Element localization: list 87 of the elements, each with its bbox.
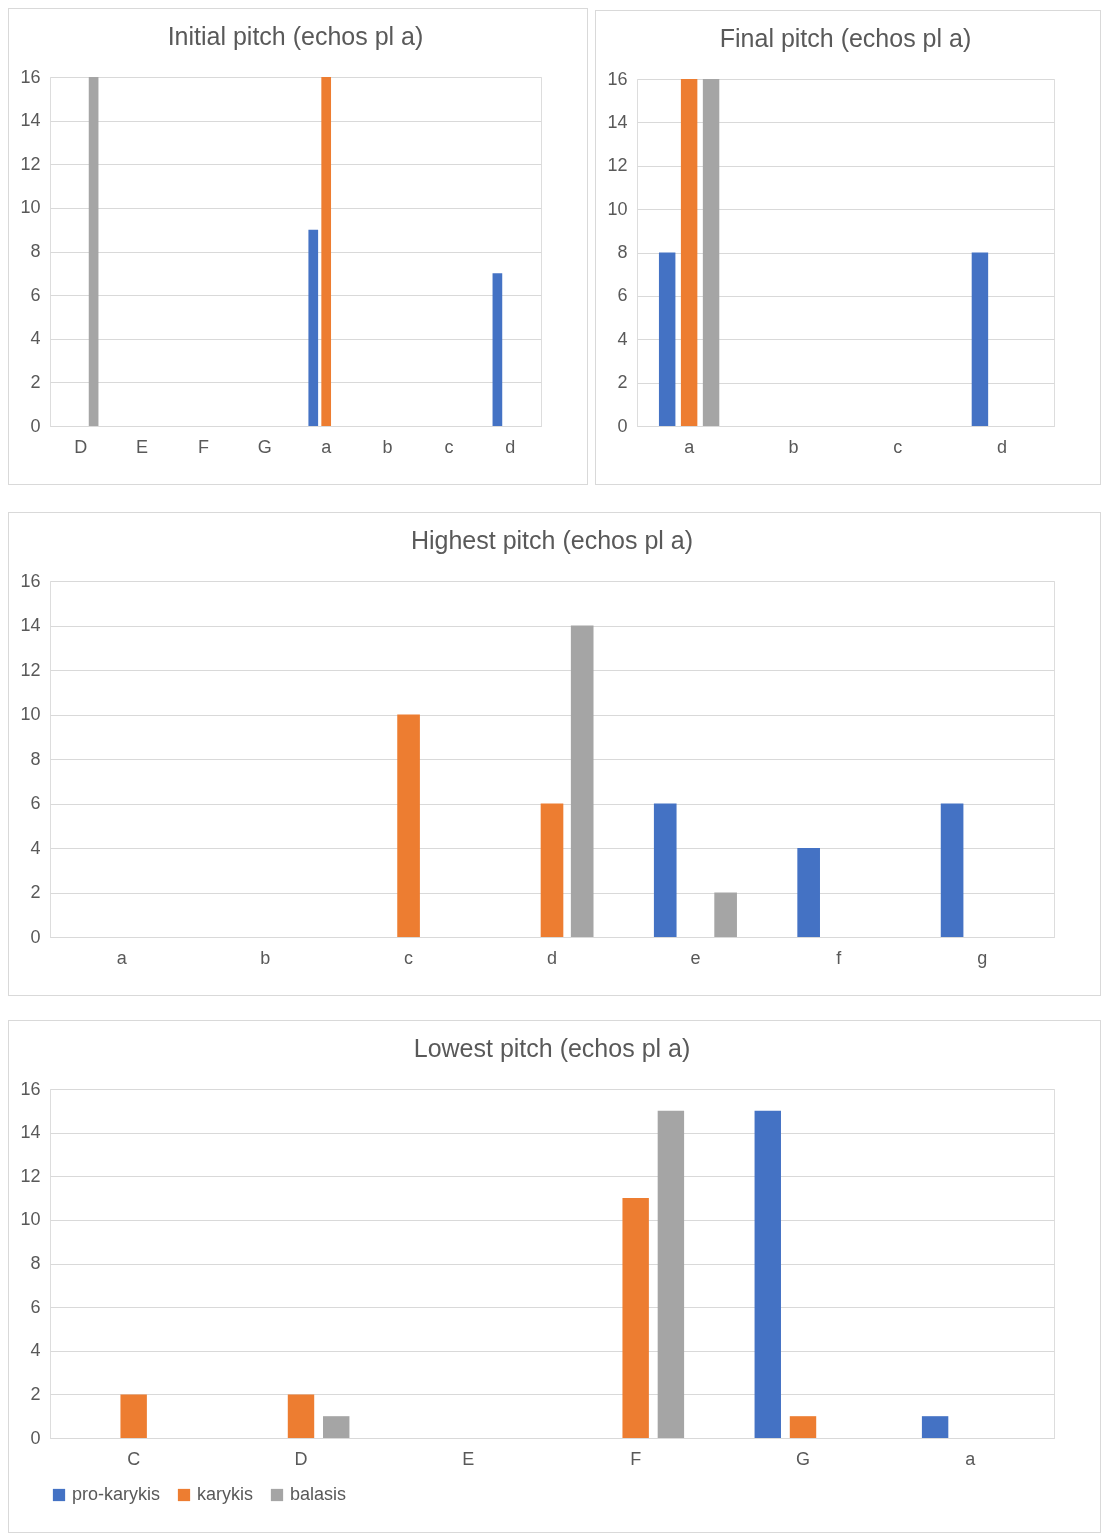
x-tick-label: a (684, 436, 696, 457)
legend-label: pro-karykis (72, 1484, 161, 1504)
y-tick-label: 4 (30, 1340, 41, 1361)
bar (88, 77, 99, 426)
x-tick-label: G (257, 436, 272, 457)
x-tick-label: a (321, 436, 333, 457)
y-tick-label: 16 (20, 1078, 41, 1099)
y-tick-label: 4 (617, 328, 628, 349)
y-tick-label: 12 (20, 659, 41, 680)
x-tick-label: d (505, 436, 516, 457)
x-tick-label: C (127, 1448, 141, 1469)
x-tick-label: a (116, 947, 128, 968)
bar (308, 229, 319, 426)
x-tick-label: b (260, 947, 271, 968)
y-tick-label: 2 (617, 372, 628, 393)
bar (797, 848, 820, 937)
y-tick-label: 14 (607, 111, 628, 132)
x-tick-label: D (74, 436, 88, 457)
legend-label: karykis (197, 1484, 254, 1504)
chart-title: Initial pitch (echos pl a) (167, 22, 424, 50)
bar (789, 1416, 817, 1438)
x-tick-label: d (996, 436, 1007, 457)
y-tick-label: 2 (30, 371, 41, 392)
y-tick-label: 2 (30, 1383, 41, 1404)
x-tick-label: d (546, 947, 558, 968)
y-tick-label: 8 (617, 242, 628, 262)
y-tick-label: 0 (30, 1427, 41, 1448)
y-tick-label: 8 (30, 241, 41, 261)
y-tick-label: 14 (20, 615, 41, 635)
y-tick-label: 8 (30, 1253, 41, 1273)
x-tick-label: a (965, 1448, 977, 1469)
y-tick-label: 14 (20, 110, 41, 131)
y-tick-label: 4 (30, 837, 41, 858)
y-tick-label: 10 (20, 704, 41, 724)
bar (321, 77, 332, 426)
y-tick-label: 10 (607, 198, 628, 219)
bar (622, 1198, 649, 1438)
bar (653, 803, 677, 937)
chart-title: Lowest pitch (echos pl a) (413, 1034, 691, 1062)
legend-label: balasis (290, 1484, 347, 1504)
y-tick-label: 16 (607, 68, 628, 89)
y-tick-label: 6 (617, 285, 628, 306)
bar (921, 1416, 949, 1438)
y-tick-label: 16 (20, 570, 41, 591)
bar (397, 714, 420, 937)
y-tick-label: 12 (20, 153, 41, 174)
y-tick-label: 2 (30, 882, 41, 902)
bar (120, 1394, 147, 1438)
x-tick-label: G (795, 1448, 811, 1469)
x-tick-label: c (893, 436, 903, 457)
x-tick-label: c (444, 436, 454, 457)
y-tick-label: 6 (30, 793, 41, 813)
x-tick-label: e (690, 947, 701, 968)
bar (940, 803, 964, 937)
x-tick-label: b (788, 436, 799, 457)
bar (657, 1110, 685, 1438)
x-tick-label: F (197, 436, 209, 457)
bar (323, 1416, 350, 1438)
y-tick-label: 10 (20, 1209, 41, 1230)
bar (570, 625, 594, 937)
x-tick-label: F (630, 1448, 642, 1469)
y-tick-label: 10 (20, 197, 41, 218)
y-tick-label: 6 (30, 284, 41, 305)
x-tick-label: c (404, 947, 414, 968)
x-tick-label: E (462, 1448, 475, 1469)
bar (540, 803, 564, 937)
x-tick-label: f (836, 947, 843, 968)
chart-title: Final pitch (echos pl a) (719, 24, 972, 52)
y-tick-label: 8 (30, 748, 41, 769)
y-tick-label: 14 (20, 1122, 41, 1143)
bar (754, 1110, 781, 1438)
x-tick-label: b (382, 436, 393, 457)
y-tick-label: 12 (20, 1165, 41, 1186)
y-tick-label: 12 (607, 155, 628, 176)
y-tick-label: 16 (20, 66, 41, 87)
x-tick-label: D (294, 1448, 308, 1469)
y-tick-label: 0 (617, 415, 628, 436)
bar (714, 892, 737, 937)
bar (287, 1394, 315, 1438)
y-tick-label: 6 (30, 1296, 41, 1317)
x-tick-label: g (977, 947, 988, 968)
y-tick-label: 0 (30, 926, 41, 947)
chart-title: Highest pitch (echos pl a) (410, 526, 694, 554)
x-tick-label: E (136, 436, 149, 457)
bar (492, 273, 503, 426)
y-tick-label: 4 (30, 328, 41, 349)
y-tick-label: 0 (30, 415, 41, 436)
